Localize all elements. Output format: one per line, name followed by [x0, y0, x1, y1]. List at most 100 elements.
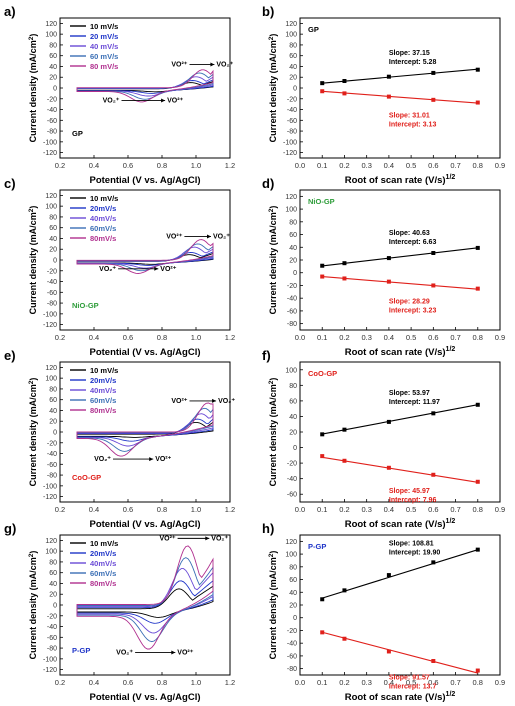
y-tick-label: -60: [47, 290, 57, 297]
data-point: [431, 283, 436, 288]
x-tick-label: 0.5: [406, 505, 416, 514]
data-point: [320, 630, 325, 635]
y-tick-label: -40: [47, 279, 57, 286]
x-axis-label: Root of scan rate (V/s)1/2: [345, 691, 456, 703]
y-tick-label: 40: [289, 245, 297, 252]
x-tick-label: 0.1: [317, 333, 327, 342]
annotation-arrowhead: [212, 398, 217, 403]
x-axis-label: Root of scan rate (V/s)1/2: [345, 518, 456, 530]
legend-label: 20 mV/s: [90, 32, 118, 41]
sample-label: CoO-GP: [308, 369, 337, 378]
panel-h: h) -80 -60 -40 -20 0 20 40 60 80 100 120 0.0 0.1 0.2 0.…: [262, 521, 505, 703]
x-tick-label: 0.4: [89, 161, 99, 170]
y-tick-label: -60: [287, 653, 297, 660]
y-tick-label: 20: [49, 75, 57, 82]
y-tick-label: -100: [283, 139, 297, 146]
data-point: [475, 402, 480, 407]
y-tick-label: -60: [47, 635, 57, 642]
x-tick-label: 1.0: [191, 333, 201, 342]
x-tick-label: 0.4: [89, 505, 99, 514]
legend-label: 40mV/s: [90, 386, 116, 395]
panel-letter: c): [4, 176, 16, 191]
y-tick-label: -20: [47, 440, 57, 447]
x-axis-label: Potential (V vs. Ag/AgCl): [89, 175, 200, 186]
data-point: [386, 573, 391, 578]
x-tick-label: 0.8: [157, 161, 167, 170]
y-tick-label: 60: [289, 577, 297, 584]
x-tick-label: 0.8: [157, 678, 167, 687]
cv-curve-80mVs: [76, 545, 214, 650]
y-tick-label: -20: [47, 613, 57, 620]
y-tick-label: -20: [287, 283, 297, 290]
x-tick-label: 0.3: [361, 161, 371, 170]
legend-label: 80 mV/s: [90, 62, 118, 71]
y-tick-label: 0: [293, 86, 297, 93]
fit-label: Slope: 108.81: [389, 541, 434, 548]
x-axis-label: Potential (V vs. Ag/AgCl): [89, 347, 200, 358]
panel-letter: g): [4, 521, 16, 536]
y-tick-label: 80: [289, 564, 297, 571]
legend-label: 80mV/s: [90, 579, 116, 588]
x-tick-label: 0.6: [123, 678, 133, 687]
x-tick-label: 0.9: [495, 505, 505, 514]
cv-curve-80mVs: [76, 402, 214, 457]
annotation-label: VO₂⁺: [103, 98, 120, 105]
annotation-label: VO²⁺: [167, 98, 183, 105]
fit-label: Slope: 45.97: [389, 488, 430, 495]
legend-label: 80mV/s: [90, 406, 116, 415]
y-tick-label: 80: [49, 559, 57, 566]
legend-label: 40mV/s: [90, 214, 116, 223]
data-point: [342, 427, 347, 432]
fit-label: Intercept: 13.7: [389, 683, 437, 690]
fit-label: Slope: 28.29: [389, 299, 430, 306]
sample-label: CoO-GP: [72, 473, 101, 482]
panel-letter: e): [4, 348, 16, 363]
y-tick-label: -80: [287, 129, 297, 136]
x-tick-label: 0.6: [428, 505, 438, 514]
annotation-label: VO₂⁺: [211, 535, 228, 542]
fit-label: Intercept: 19.90: [389, 550, 440, 557]
x-tick-label: 0.2: [55, 505, 65, 514]
y-tick-label: -100: [43, 139, 57, 146]
x-axis-label: Root of scan rate (V/s)1/2: [345, 346, 456, 358]
panel-letter: h): [262, 521, 274, 536]
y-tick-label: -20: [287, 461, 297, 468]
y-tick-label: 100: [45, 204, 57, 211]
y-tick-label: -100: [43, 483, 57, 490]
x-tick-label: 0.8: [473, 678, 483, 687]
legend-label: 10 mV/s: [90, 194, 118, 203]
y-tick-label: 0: [53, 86, 57, 93]
x-tick-label: 0.3: [361, 678, 371, 687]
x-tick-label: 0.8: [157, 505, 167, 514]
annotation-label: VO₂⁺: [94, 456, 111, 463]
annotation-arrowhead: [149, 457, 154, 462]
y-tick-label: -80: [47, 301, 57, 308]
y-tick-label: 60: [49, 225, 57, 232]
fit-line: [322, 549, 478, 599]
cv-curve-20mVs: [76, 418, 214, 442]
x-tick-label: 0.9: [495, 333, 505, 342]
data-point: [431, 251, 436, 255]
x-tick-label: 0.4: [384, 678, 394, 687]
data-point: [475, 479, 480, 484]
cv-curve-80mVs: [76, 69, 214, 103]
y-tick-label: 80: [49, 42, 57, 49]
y-tick-label: 0: [293, 270, 297, 277]
x-tick-label: 0.5: [406, 678, 416, 687]
fit-label: Slope: 37.15: [389, 50, 430, 57]
data-point: [342, 458, 347, 463]
x-axis-label: Potential (V vs. Ag/AgCl): [89, 519, 200, 530]
data-point: [431, 472, 436, 477]
y-tick-label: -20: [287, 96, 297, 103]
y-tick-label: 40: [49, 236, 57, 243]
y-tick-label: -40: [47, 624, 57, 631]
x-tick-label: 0.6: [123, 333, 133, 342]
x-tick-label: 1.0: [191, 678, 201, 687]
data-point: [386, 279, 391, 284]
cv-curve-40mVs: [76, 413, 214, 447]
y-tick-label: -40: [287, 107, 297, 114]
data-point: [431, 560, 436, 565]
y-axis-label: Current density (mA/cm2): [268, 206, 278, 315]
annotation-label: VO²⁺: [155, 456, 171, 463]
